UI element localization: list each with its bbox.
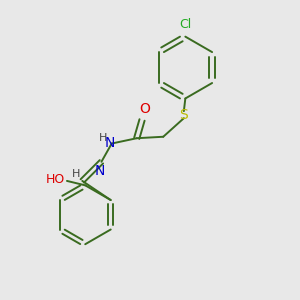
Text: HO: HO <box>45 173 64 186</box>
Text: S: S <box>179 108 188 122</box>
Text: N: N <box>95 164 105 178</box>
Text: Cl: Cl <box>179 18 191 31</box>
Text: H: H <box>99 133 108 143</box>
Text: H: H <box>72 169 81 179</box>
Text: O: O <box>139 102 150 116</box>
Text: N: N <box>105 136 116 150</box>
